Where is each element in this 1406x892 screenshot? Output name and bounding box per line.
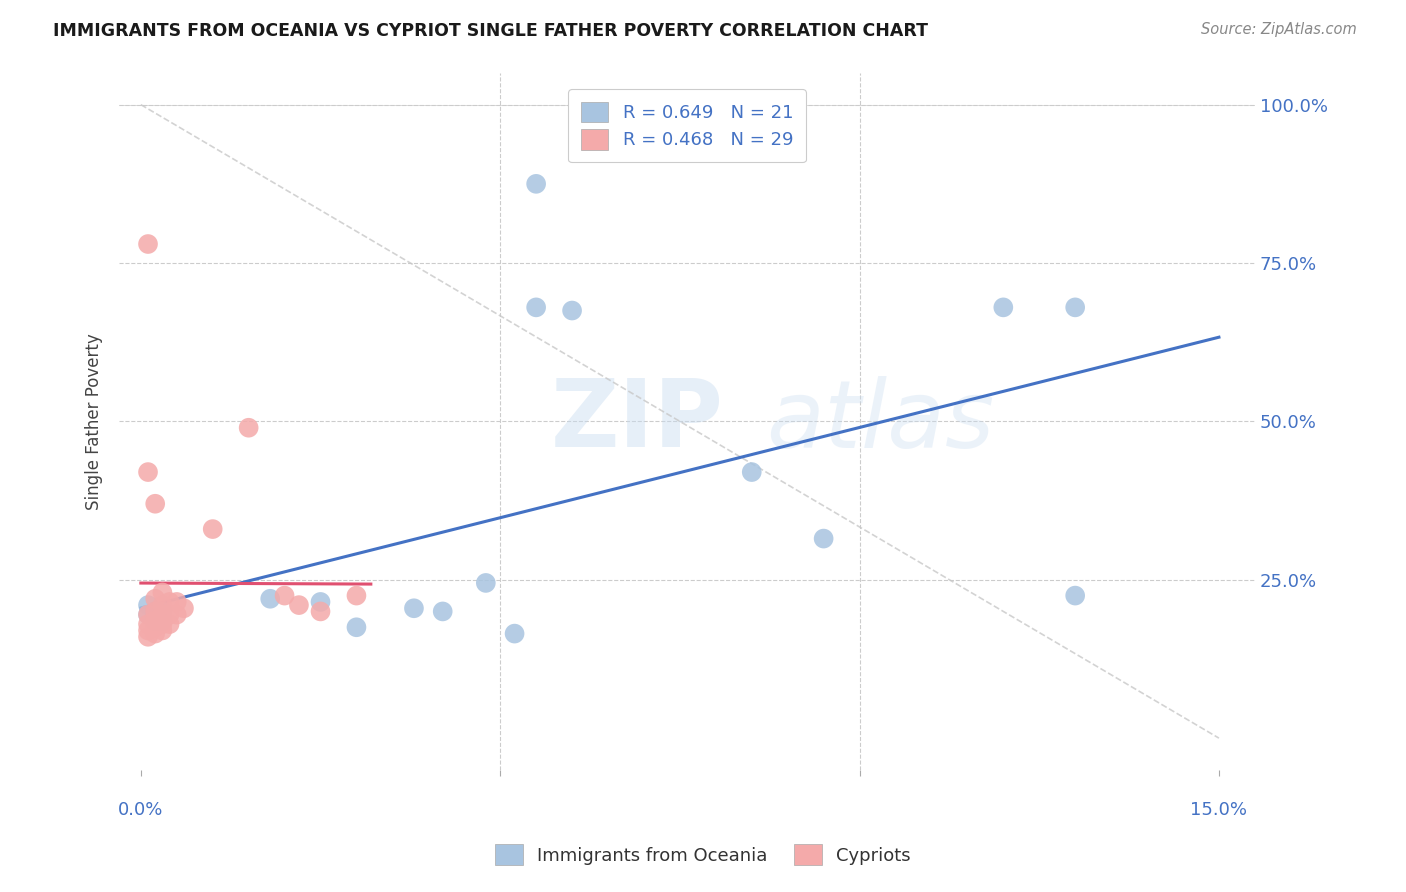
Point [136, 624, 159, 638]
Point [173, 601, 195, 615]
Text: atlas: atlas [766, 376, 995, 467]
Point [143, 604, 166, 618]
Point [143, 614, 166, 628]
Point [238, 421, 260, 435]
Point [136, 617, 159, 632]
Point [346, 589, 368, 603]
Point [309, 595, 332, 609]
Point [1064, 589, 1087, 603]
Point [136, 607, 159, 622]
Point [143, 626, 166, 640]
Point [136, 607, 159, 622]
Point [159, 617, 181, 632]
Text: 15.0%: 15.0% [1191, 802, 1247, 820]
Point [561, 303, 583, 318]
Point [152, 598, 174, 612]
Point [143, 604, 166, 618]
Point [259, 591, 281, 606]
Point [503, 626, 526, 640]
Point [288, 598, 311, 612]
Point [136, 630, 159, 644]
Legend: Immigrants from Oceania, Cypriots: Immigrants from Oceania, Cypriots [485, 833, 921, 876]
Point [166, 607, 188, 622]
Text: ZIP: ZIP [551, 376, 724, 467]
Point [524, 177, 547, 191]
Point [813, 532, 835, 546]
Point [159, 595, 181, 609]
Point [993, 301, 1015, 315]
Point [309, 604, 332, 618]
Point [273, 589, 295, 603]
Text: IMMIGRANTS FROM OCEANIA VS CYPRIOT SINGLE FATHER POVERTY CORRELATION CHART: IMMIGRANTS FROM OCEANIA VS CYPRIOT SINGL… [53, 22, 928, 40]
Point [136, 465, 159, 479]
Point [166, 595, 188, 609]
Point [143, 497, 166, 511]
Point [1064, 301, 1087, 315]
Point [143, 591, 166, 606]
Point [346, 620, 368, 634]
Point [524, 301, 547, 315]
Point [159, 607, 181, 622]
Point [152, 585, 174, 599]
Point [152, 624, 174, 638]
Point [143, 620, 166, 634]
Y-axis label: Single Father Poverty: Single Father Poverty [86, 333, 103, 509]
Point [475, 576, 498, 591]
Text: Source: ZipAtlas.com: Source: ZipAtlas.com [1201, 22, 1357, 37]
Point [136, 237, 159, 252]
Point [152, 607, 174, 622]
Legend: R = 0.649   N = 21, R = 0.468   N = 29: R = 0.649 N = 21, R = 0.468 N = 29 [568, 89, 806, 162]
Point [143, 614, 166, 628]
Point [136, 598, 159, 612]
Point [152, 604, 174, 618]
Point [402, 601, 425, 615]
Text: 0.0%: 0.0% [118, 802, 163, 820]
Point [432, 604, 454, 618]
Point [152, 614, 174, 628]
Point [741, 465, 763, 479]
Point [152, 617, 174, 632]
Point [201, 522, 224, 536]
